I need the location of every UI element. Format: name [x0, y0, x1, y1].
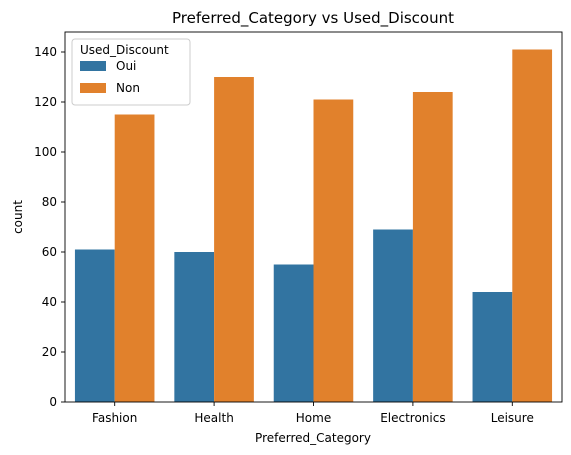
y-tick-label-100: 100 — [34, 145, 57, 159]
x-tick-label-fashion: Fashion — [92, 411, 137, 425]
y-tick-label-20: 20 — [42, 345, 57, 359]
x-tick-label-health: Health — [194, 411, 233, 425]
legend: Used_Discount Oui Non — [71, 38, 191, 106]
bar-leisure-oui — [472, 292, 513, 402]
bar-electronics-non — [412, 92, 453, 402]
x-axis-label: Preferred_Category — [255, 431, 371, 445]
y-tick-label-140: 140 — [34, 45, 57, 59]
bar-leisure-non — [512, 49, 553, 402]
y-tick-label-120: 120 — [34, 95, 57, 109]
legend-label-non: Non — [116, 81, 140, 95]
legend-swatch-non — [80, 83, 106, 93]
bar-health-non — [214, 77, 254, 402]
x-tick-label-leisure: Leisure — [491, 411, 534, 425]
bar-fashion-non — [114, 114, 155, 402]
y-tick-label-80: 80 — [42, 195, 57, 209]
y-tick-label-40: 40 — [42, 295, 57, 309]
bar-electronics-oui — [373, 229, 413, 402]
x-tick-label-home: Home — [296, 411, 331, 425]
legend-title: Used_Discount — [80, 43, 169, 57]
x-axis: Fashion Health Home Electronics Leisure — [92, 402, 534, 425]
y-axis-label: count — [11, 200, 25, 234]
plot-frame — [64, 31, 563, 403]
y-axis: 0 20 40 60 80 100 120 140 — [34, 45, 65, 409]
legend-label-oui: Oui — [116, 59, 136, 73]
y-tick-label-60: 60 — [42, 245, 57, 259]
legend-swatch-oui — [80, 61, 106, 71]
y-tick-label-0: 0 — [49, 395, 57, 409]
bar-fashion-oui — [74, 249, 115, 402]
bar-health-oui — [174, 252, 215, 402]
bars-layer — [74, 49, 553, 402]
chart-title: Preferred_Category vs Used_Discount — [172, 9, 454, 28]
bar-home-oui — [273, 264, 314, 402]
bar-home-non — [313, 99, 354, 402]
x-tick-label-electronics: Electronics — [380, 411, 445, 425]
